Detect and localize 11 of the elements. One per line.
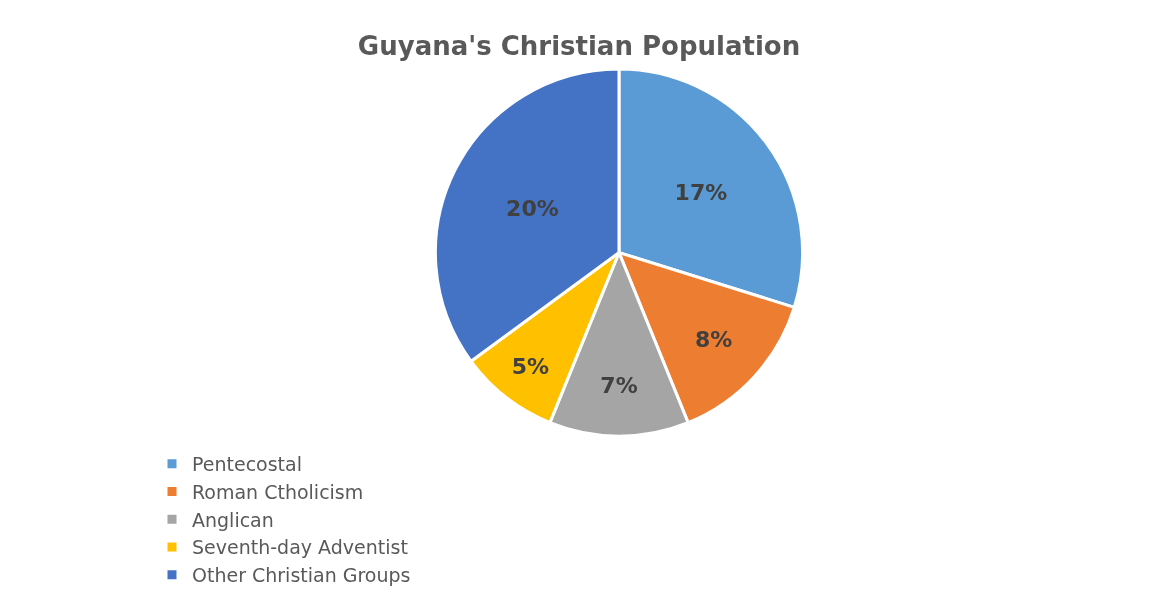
legend-label: Roman Ctholicism (192, 480, 364, 503)
data-label: 7% (600, 373, 638, 399)
chart-title: Guyana's Christian Population (357, 31, 801, 62)
data-label: 5% (511, 353, 550, 379)
legend-label: Pentecostal (192, 453, 302, 476)
data-label: 20% (506, 196, 559, 222)
legend-label: Anglican (192, 508, 274, 531)
data-label: 8% (695, 327, 733, 353)
data-label: 17% (674, 179, 728, 205)
legend-label: Seventh-day Adventist (192, 536, 408, 559)
legend-label: Other Christian Groups (192, 564, 411, 587)
